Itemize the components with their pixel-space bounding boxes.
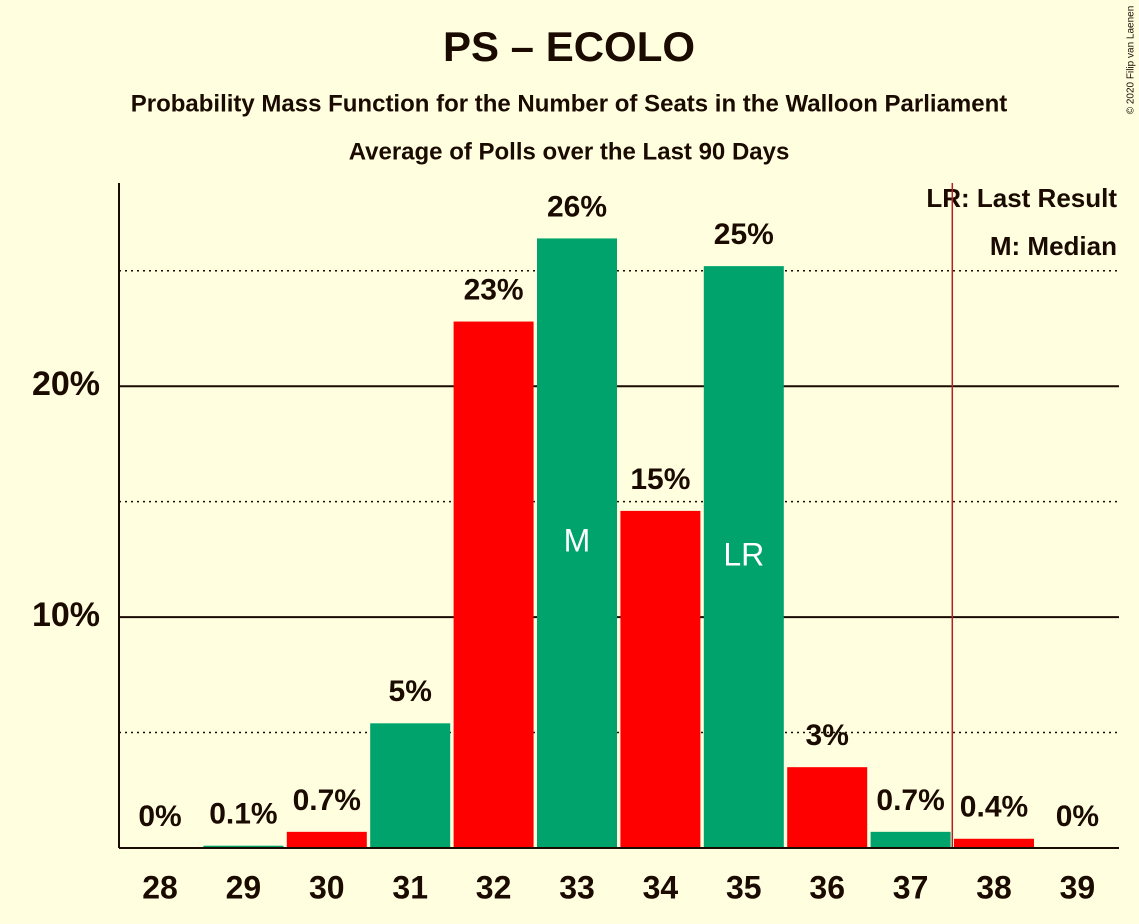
bar-annotation: M bbox=[564, 523, 591, 559]
x-tick-label: 32 bbox=[476, 869, 512, 905]
value-label: 23% bbox=[464, 273, 524, 306]
bar bbox=[954, 838, 1034, 848]
x-tick-label: 34 bbox=[643, 869, 679, 905]
value-label: 15% bbox=[630, 463, 690, 496]
x-tick-label: 39 bbox=[1060, 869, 1096, 905]
value-label: 0% bbox=[1056, 800, 1099, 833]
y-tick-label: 20% bbox=[32, 365, 100, 403]
legend-entry: M: Median bbox=[990, 231, 1117, 261]
x-tick-label: 28 bbox=[142, 869, 178, 905]
chart-subtitle: Average of Polls over the Last 90 Days bbox=[349, 138, 790, 165]
bar bbox=[620, 510, 701, 848]
bar bbox=[453, 321, 534, 849]
bar bbox=[537, 238, 617, 848]
bar-annotation: LR bbox=[723, 537, 764, 573]
x-tick-label: 38 bbox=[976, 869, 1012, 905]
value-label: 0.1% bbox=[209, 798, 277, 831]
x-tick-label: 31 bbox=[392, 869, 428, 905]
value-label: 26% bbox=[547, 190, 607, 223]
x-tick-label: 35 bbox=[726, 869, 762, 905]
bar bbox=[370, 723, 451, 848]
bar bbox=[286, 831, 367, 848]
legend-entry: LR: Last Result bbox=[926, 183, 1117, 213]
bar bbox=[870, 831, 951, 848]
value-label: 3% bbox=[806, 719, 849, 752]
value-label: 0.7% bbox=[876, 784, 944, 817]
x-tick-label: 29 bbox=[226, 869, 262, 905]
value-label: 0.7% bbox=[293, 784, 361, 817]
x-tick-label: 33 bbox=[559, 869, 595, 905]
x-tick-label: 30 bbox=[309, 869, 345, 905]
bar bbox=[703, 266, 784, 848]
copyright: © 2020 Filip van Laenen bbox=[1126, 6, 1137, 115]
bar bbox=[203, 845, 284, 848]
value-label: 0.4% bbox=[960, 791, 1028, 824]
value-label: 25% bbox=[714, 218, 774, 251]
bar bbox=[787, 767, 868, 848]
x-tick-label: 37 bbox=[893, 869, 929, 905]
value-label: 0% bbox=[138, 800, 181, 833]
x-tick-label: 36 bbox=[809, 869, 845, 905]
chart-title: PS – ECOLO bbox=[443, 23, 695, 70]
value-label: 5% bbox=[389, 675, 432, 708]
chart-subtitle: Probability Mass Function for the Number… bbox=[131, 90, 1008, 117]
y-tick-label: 10% bbox=[32, 596, 100, 634]
